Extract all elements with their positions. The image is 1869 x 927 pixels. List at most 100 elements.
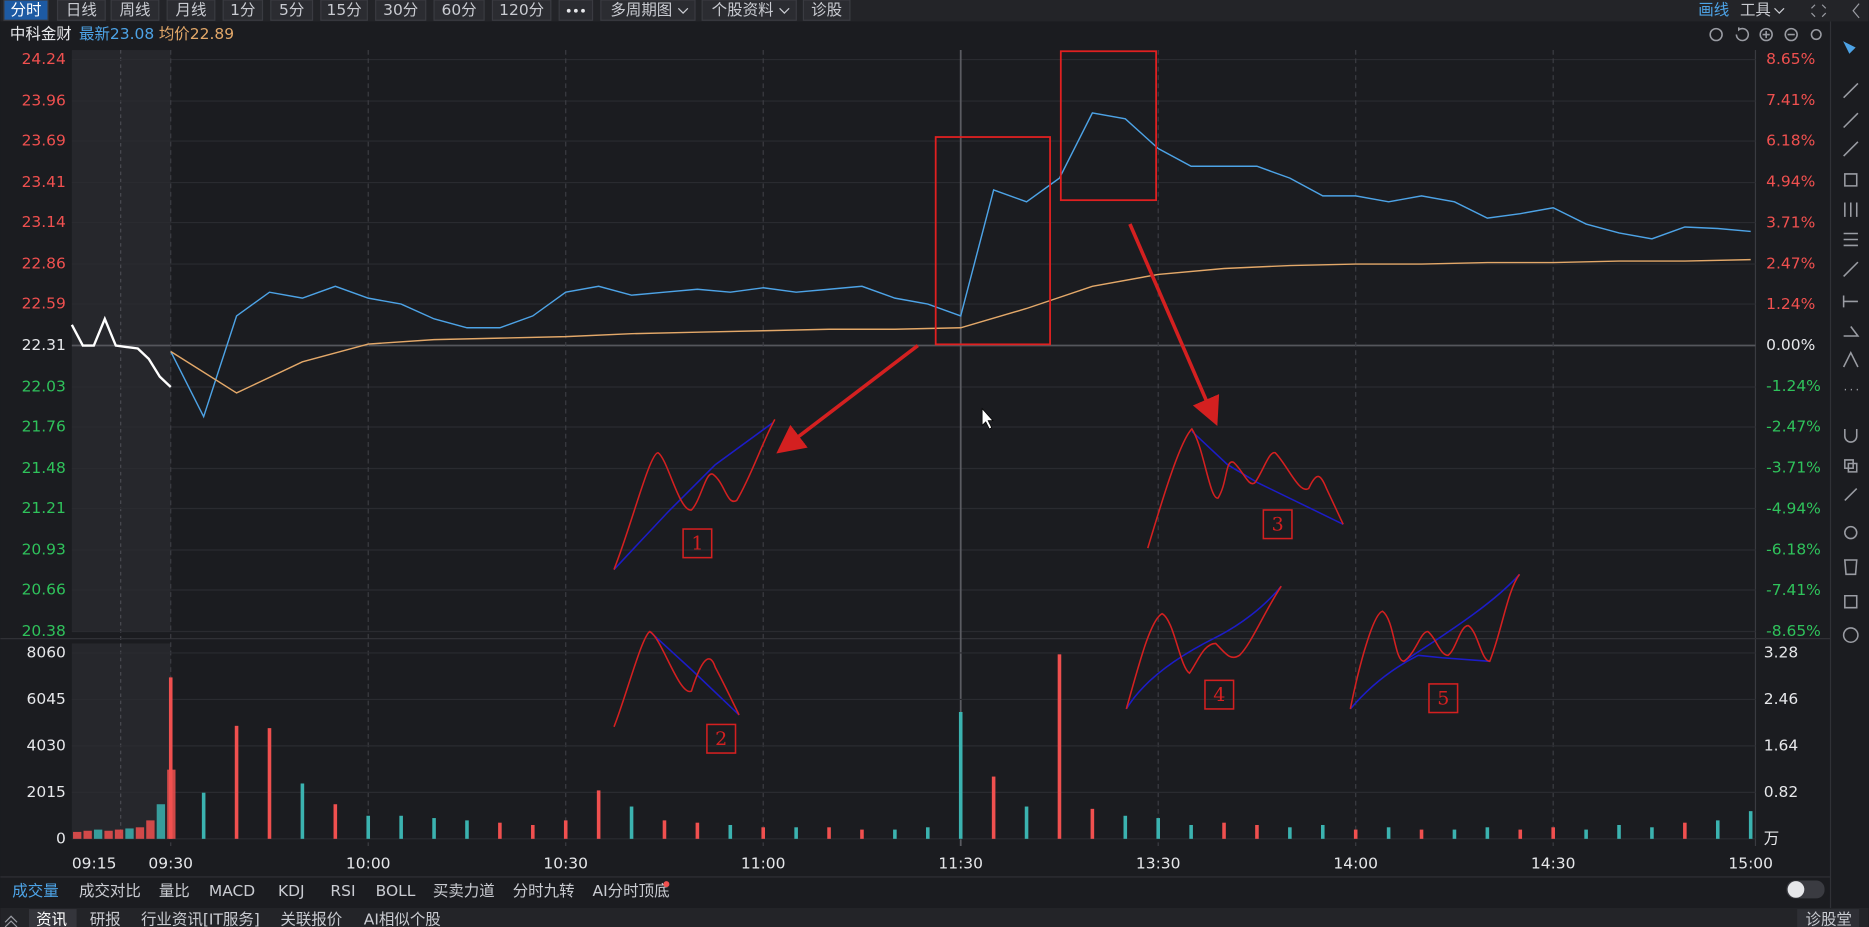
tab-bg[interactable] [375, 0, 427, 21]
percent-tick-label: 0.00% [1766, 336, 1815, 354]
time-label: 15:00 [1728, 854, 1773, 872]
arrow [776, 344, 919, 454]
pre-open-area [71, 50, 171, 632]
indicator-tab[interactable]: 成交对比 [79, 882, 141, 900]
tab-label[interactable]: 分时 [10, 1, 41, 19]
tab-label[interactable]: 15分 [327, 1, 362, 19]
volume-tick-label: 8060 [27, 643, 66, 661]
tab-bg[interactable] [222, 0, 264, 21]
dot [573, 8, 578, 13]
latest-price: 最新23.08 [79, 25, 154, 43]
annotation-box [1204, 679, 1235, 710]
volume-bar [432, 818, 436, 839]
tab-bg[interactable] [802, 0, 851, 21]
volume-bar [465, 820, 469, 839]
auction-volume-bar [135, 827, 145, 839]
volume-y2-label: 0.82 [1764, 783, 1798, 801]
indicator-tab[interactable]: AI分时顶底 [593, 882, 670, 900]
tab-bg[interactable] [166, 0, 216, 21]
tab-label[interactable]: 1分 [230, 1, 255, 19]
collapse-icon[interactable] [4, 915, 18, 927]
tab-bg[interactable] [491, 0, 552, 21]
annotation-label: 2 [715, 728, 727, 750]
tab-label[interactable]: 60分 [442, 1, 477, 19]
volume-y2-label: 1.64 [1764, 736, 1798, 754]
volume-unit: 万 [1764, 829, 1779, 847]
bottom-tab[interactable]: 资讯 [36, 910, 67, 927]
time-label: 14:00 [1333, 854, 1378, 872]
window-icons[interactable] [1811, 3, 1860, 19]
tab-bg[interactable] [701, 0, 797, 21]
diagnose-label[interactable]: 诊股堂 [1805, 910, 1851, 927]
diagnose-button[interactable] [1797, 909, 1860, 927]
volume-bar [366, 815, 371, 839]
volume-bar [1156, 818, 1160, 839]
auction-volume-bar [125, 828, 134, 839]
tab-label[interactable]: 30分 [383, 1, 418, 19]
tab-bg[interactable] [110, 0, 160, 21]
volume-bar [498, 822, 502, 839]
tab-label[interactable]: 个股资料 [712, 1, 774, 19]
bottom-tab[interactable]: 研报 [90, 910, 121, 927]
volume-bar [1189, 824, 1193, 839]
toggle-knob[interactable] [1787, 881, 1805, 898]
volume-bar [958, 711, 963, 839]
percent-tick-label: 2.47% [1766, 254, 1815, 272]
indicator-tab[interactable]: 分时九转 [513, 882, 575, 900]
tab-label[interactable]: 多周期图 [610, 1, 672, 19]
percent-tick-label: -2.47% [1766, 418, 1821, 436]
volume-bar [1386, 827, 1391, 839]
indicator-tab[interactable]: 量比 [159, 882, 190, 900]
volume-bar [201, 792, 206, 839]
volume-bar [1452, 829, 1457, 839]
tab-label[interactable]: 月线 [176, 1, 207, 19]
price-tick-label: 20.66 [22, 581, 66, 599]
percent-tick-label: -4.94% [1766, 499, 1821, 517]
volume-bar [761, 827, 766, 839]
bottom-tab[interactable]: 行业资讯[IT服务] [141, 910, 260, 927]
percent-tick-label: 6.18% [1766, 132, 1815, 150]
tab-bg[interactable] [320, 0, 368, 21]
percent-tick-label: 8.65% [1766, 50, 1815, 68]
draw-line-button[interactable]: 画线 [1698, 1, 1729, 19]
drawing-sidebar[interactable] [1842, 41, 1860, 644]
volume-bar [1748, 811, 1753, 839]
new-dot [663, 881, 670, 888]
indicator-tab[interactable]: KDJ [278, 882, 305, 900]
bottom-tab[interactable]: 关联报价 [280, 910, 342, 927]
indicator-tab[interactable]: RSI [330, 882, 355, 900]
volume-bar [1288, 827, 1292, 839]
price-line [170, 112, 1751, 419]
indicator-tab[interactable]: 成交量 [12, 882, 58, 900]
caret [779, 7, 790, 14]
bottom-tab[interactable]: AI相似个股 [364, 910, 441, 927]
tab-label[interactable]: 周线 [120, 1, 151, 19]
price-tick-label: 21.48 [22, 459, 66, 477]
tab-label[interactable]: 日线 [66, 1, 97, 19]
price-tick-label: 23.14 [22, 213, 66, 231]
tools-button[interactable]: 工具 [1740, 1, 1771, 19]
toolbar-tabs: 分时 日线 周线 月线 1分 5分 15分 30分 60分 120分 多周期图 个股资料 诊股 [3, 0, 851, 21]
volume-bar [234, 725, 239, 839]
volume-bar [1617, 824, 1621, 839]
tab-label[interactable]: 5分 [279, 1, 304, 19]
indicator-tab[interactable]: MACD [209, 882, 255, 900]
tab-bg[interactable] [433, 0, 485, 21]
tab-bg[interactable] [3, 0, 49, 21]
indicator-tab[interactable]: 买卖力道 [433, 882, 495, 900]
time-label: 14:30 [1531, 854, 1576, 872]
dot [581, 8, 585, 13]
tab-label[interactable]: 120分 [499, 1, 544, 19]
tab-bg[interactable] [270, 0, 314, 21]
tab-bg[interactable] [56, 0, 106, 21]
tab-label[interactable]: 诊股 [811, 1, 842, 19]
indicator-tabs: 成交量 成交对比 量比 MACD KDJ RSI BOLL 买卖力道 分时九转 AI分时顶底 [12, 881, 670, 900]
indicator-tab[interactable]: BOLL [376, 882, 416, 900]
annotation-box [682, 528, 713, 559]
time-label: 11:00 [741, 854, 786, 872]
volume-bar [893, 829, 897, 839]
tab-bg[interactable] [600, 0, 696, 21]
volume-y2-label: 2.46 [1764, 690, 1798, 708]
price-tick-label: 22.03 [22, 378, 66, 396]
chart-tool-icons[interactable] [1709, 27, 1822, 42]
